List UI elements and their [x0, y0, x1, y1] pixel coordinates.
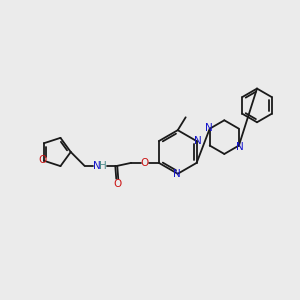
- Text: O: O: [39, 155, 47, 165]
- Text: H: H: [98, 161, 106, 171]
- Text: N: N: [205, 123, 213, 133]
- Text: N: N: [194, 136, 202, 146]
- Text: N: N: [173, 169, 181, 179]
- Text: N: N: [236, 142, 244, 152]
- Text: O: O: [141, 158, 149, 168]
- Text: O: O: [113, 179, 122, 189]
- Text: N: N: [93, 161, 100, 171]
